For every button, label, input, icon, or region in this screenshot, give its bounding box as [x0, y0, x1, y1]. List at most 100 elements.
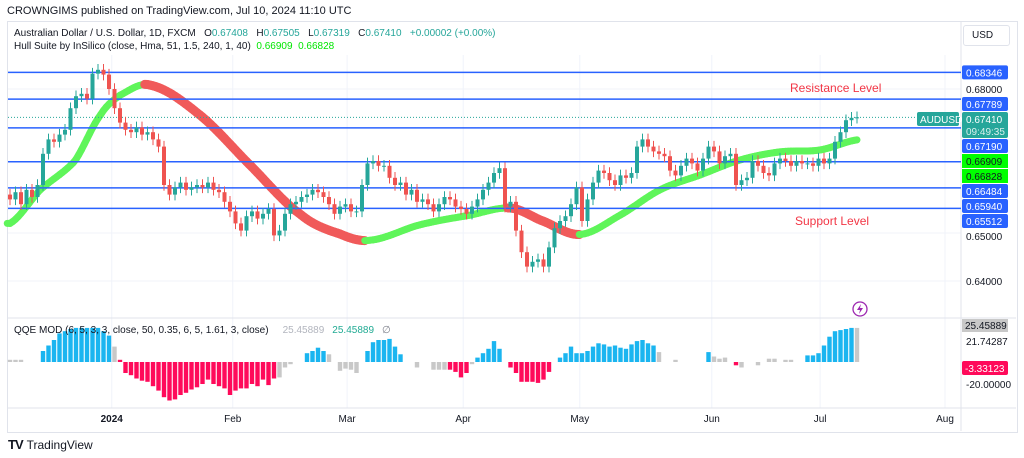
- qqe-bar: [227, 362, 233, 395]
- qqe-bar: [46, 345, 51, 362]
- qqe-bar: [656, 352, 662, 362]
- qqe-bar: [706, 352, 711, 362]
- candle: [123, 122, 128, 130]
- candle: [206, 182, 210, 188]
- candle: [30, 189, 34, 197]
- qqe-bar: [310, 351, 315, 362]
- last-price-tag: [962, 112, 1008, 138]
- candle: [717, 151, 722, 164]
- candle: [310, 189, 315, 195]
- qqe-bar: [145, 362, 150, 382]
- qqe-bar: [222, 362, 227, 389]
- candle: [112, 89, 117, 109]
- hull-value-2: 0.66828: [298, 41, 335, 52]
- time-tick-label: Mar: [339, 414, 357, 425]
- qqe-bar: [453, 362, 458, 372]
- qqe-bar: [640, 340, 645, 362]
- qqe-name: QQE MOD (6, 5, 3, 3, close, 50, 0.35, 6,…: [14, 325, 269, 336]
- candle: [393, 177, 397, 185]
- hull-price-label-2: 0.66828: [966, 172, 1003, 183]
- candle: [618, 175, 623, 185]
- candle: [343, 204, 348, 207]
- price-tick-label: 0.64000: [966, 277, 1003, 288]
- qqe-bar: [304, 353, 310, 362]
- qqe-bar: [557, 357, 563, 362]
- candle: [398, 182, 403, 185]
- qqe-bar: [57, 333, 62, 362]
- candle: [464, 209, 469, 214]
- qqe-bar: [772, 358, 777, 362]
- candle: [189, 187, 194, 190]
- candle: [360, 185, 364, 212]
- qqe-bar: [497, 348, 502, 362]
- candle: [85, 93, 89, 99]
- candle: [475, 199, 480, 207]
- candle: [129, 129, 133, 133]
- qqe-bar: [849, 327, 854, 362]
- level-price-tag: [962, 97, 1008, 111]
- candle: [492, 173, 496, 183]
- qqe-bar: [414, 362, 420, 368]
- candle: [261, 213, 265, 219]
- hull-price-tag: [962, 169, 1008, 183]
- qqe-bar: [766, 358, 772, 362]
- candle: [563, 216, 568, 221]
- candle: [838, 132, 843, 142]
- candle: [382, 165, 386, 167]
- qqe-bar: [579, 353, 585, 362]
- qqe-bar: [788, 359, 794, 362]
- candle: [684, 158, 689, 166]
- currency-button[interactable]: USD: [963, 25, 1010, 46]
- qqe-bar: [200, 362, 205, 384]
- qqe-bar: [458, 362, 464, 378]
- candle: [596, 170, 601, 183]
- candle: [79, 93, 84, 97]
- qqe-bar: [530, 362, 535, 382]
- qqe-bar: [255, 362, 260, 387]
- hull-legend[interactable]: Hull Suite by InSilico (close, Hma, 51, …: [14, 41, 334, 52]
- candle: [387, 165, 392, 178]
- qqe-bar: [101, 331, 106, 362]
- candle: [833, 141, 837, 159]
- qqe-bar: [590, 346, 596, 362]
- qqe-bar: [68, 329, 73, 362]
- symbol-title[interactable]: Australian Dollar / U.S. Dollar, 1D, FXC…: [14, 28, 196, 39]
- qqe-bar: [277, 362, 282, 378]
- candle: [431, 204, 436, 212]
- qqe-bar: [673, 359, 678, 362]
- candle: [250, 211, 254, 217]
- candle: [338, 206, 342, 214]
- qqe-bar: [629, 344, 634, 362]
- candle: [756, 161, 760, 166]
- qqe-bar: [79, 327, 84, 362]
- candle: [107, 74, 111, 89]
- candle: [514, 201, 518, 231]
- candle: [404, 182, 408, 195]
- qqe-bar: [651, 345, 656, 362]
- candle: [420, 199, 425, 202]
- hull-value-1: 0.66909: [256, 41, 293, 52]
- tradingview-brand[interactable]: TV TradingView: [8, 437, 93, 452]
- candle: [772, 163, 777, 176]
- qqe-bar: [596, 343, 601, 362]
- candle: [519, 230, 524, 253]
- qqe-bar: [112, 346, 117, 362]
- candle: [651, 146, 656, 152]
- bar-countdown-label: 09:49:35: [966, 127, 1005, 138]
- qqe-bar: [321, 351, 326, 362]
- qqe-bar: [266, 362, 271, 386]
- candle: [332, 204, 337, 214]
- candle: [316, 189, 320, 193]
- qqe-bar: [607, 346, 612, 362]
- candle: [156, 139, 161, 147]
- candle: [74, 96, 78, 109]
- qqe-bar: [271, 362, 277, 379]
- qqe-bar: [73, 327, 79, 362]
- support-label: Support Level: [795, 214, 869, 228]
- candle: [701, 158, 705, 171]
- chart-frame: [7, 21, 1018, 433]
- candle: [508, 201, 513, 207]
- candle: [558, 221, 562, 229]
- candle: [734, 153, 738, 185]
